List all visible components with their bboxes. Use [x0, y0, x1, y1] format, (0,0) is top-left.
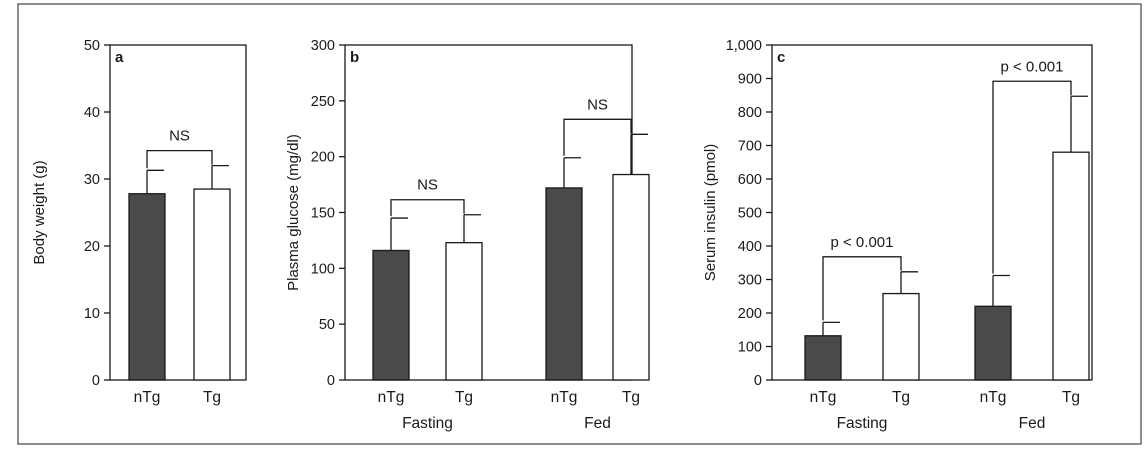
comparison-bracket — [563, 118, 632, 156]
panel-letter: a — [115, 49, 124, 66]
bar-ntg — [128, 193, 166, 381]
y-tick-label: 50 — [84, 38, 100, 54]
y-tick-label: 50 — [319, 317, 335, 333]
y-tick-label: 400 — [738, 239, 762, 255]
bar-ntg — [545, 187, 583, 381]
plot-frame — [109, 44, 247, 381]
comparison-bracket — [992, 80, 1072, 274]
figure-border — [17, 3, 1142, 445]
chart-panels: 0 10 20 30 40 50 Body weight (g) a nTg Tg NS 0 50 100… — [31, 38, 1093, 432]
y-tick-label: 100 — [738, 340, 762, 356]
y-tick-label: 700 — [738, 139, 762, 155]
y-tick-label: 150 — [311, 206, 335, 222]
comparison-label: p < 0.001 — [831, 234, 894, 251]
x-tick-label: nTg — [551, 389, 578, 406]
panel-b: 0 50 100 150 200 250 300 Plasma glucose (mg/dl)… — [285, 38, 650, 432]
x-tick-label: Tg — [892, 389, 910, 406]
y-tick-label: 100 — [311, 261, 335, 277]
comparison-bracket — [822, 256, 902, 321]
bar-tg — [193, 188, 231, 381]
group-label: Fed — [1019, 415, 1046, 432]
y-tick-label: 250 — [311, 94, 335, 110]
y-tick-label: 40 — [84, 105, 100, 121]
bar-ntg — [974, 305, 1012, 381]
x-tick-label: Tg — [203, 389, 221, 406]
y-axis-label: Plasma glucose (mg/dl) — [285, 134, 302, 291]
y-tick-label: 0 — [327, 373, 335, 389]
group-label: Fasting — [837, 415, 888, 432]
bar-tg — [1052, 151, 1090, 381]
bar-ntg — [804, 335, 842, 381]
group-label: Fasting — [402, 415, 453, 432]
x-tick-label: Tg — [622, 389, 640, 406]
y-tick-label: 300 — [311, 38, 335, 54]
y-axis-label: Body weight (g) — [31, 160, 48, 264]
comparison-label: p < 0.001 — [1001, 58, 1064, 75]
comparison-bracket — [146, 149, 213, 169]
x-tick-label: Tg — [455, 389, 473, 406]
x-tick-label: nTg — [378, 389, 405, 406]
y-tick-label: 0 — [92, 373, 100, 389]
y-tick-label: 10 — [84, 306, 100, 322]
y-tick-label: 30 — [84, 172, 100, 188]
plot-frame — [771, 44, 1093, 381]
x-tick-label: nTg — [980, 389, 1007, 406]
y-tick-label: 300 — [738, 273, 762, 289]
y-tick-label: 600 — [738, 172, 762, 188]
panel-letter: b — [350, 49, 359, 66]
y-tick-label: 900 — [738, 72, 762, 88]
y-tick-label: 200 — [311, 150, 335, 166]
bar-ntg — [372, 249, 410, 381]
bar-tg — [445, 241, 483, 381]
group-label: Fed — [584, 415, 611, 432]
y-tick-label: 0 — [754, 373, 762, 389]
y-tick-label: 500 — [738, 206, 762, 222]
y-axis-label: Serum insulin (pmol) — [702, 144, 719, 282]
y-tick-label: 1,000 — [726, 38, 762, 54]
y-tick-label: 20 — [84, 239, 100, 255]
y-tick-label: 200 — [738, 306, 762, 322]
x-tick-label: Tg — [1062, 389, 1080, 406]
panel-a: 0 10 20 30 40 50 Body weight (g) a nTg Tg NS — [31, 38, 247, 406]
y-tick-label: 800 — [738, 105, 762, 121]
comparison-label: NS — [169, 128, 190, 145]
panel-c: 0 100 200 300 400 500 600 700 800 900 1,000 Serum i… — [702, 38, 1093, 432]
bar-tg — [882, 292, 920, 381]
comparison-bracket — [390, 199, 465, 217]
x-tick-label: nTg — [134, 389, 161, 406]
x-tick-label: nTg — [810, 389, 837, 406]
bar-tg — [612, 173, 650, 381]
comparison-label: NS — [417, 177, 438, 194]
comparison-label: NS — [587, 96, 608, 113]
panel-letter: c — [777, 49, 785, 66]
